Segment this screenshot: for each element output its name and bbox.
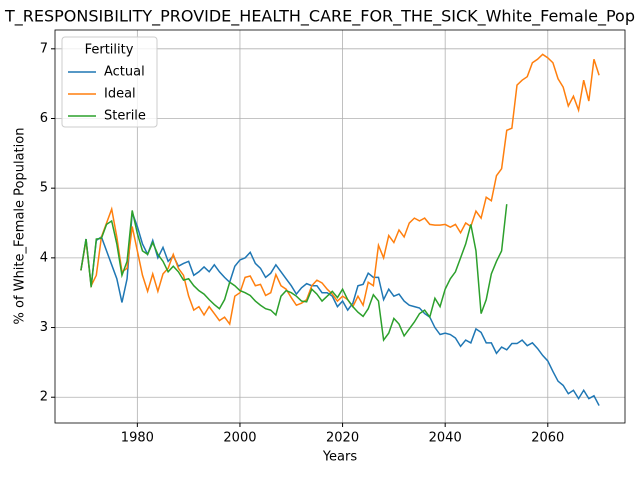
legend-label: Sterile xyxy=(104,109,146,124)
x-tick-label: 2040 xyxy=(429,431,462,446)
line-series xyxy=(80,212,600,406)
line-series xyxy=(80,204,508,343)
line-series xyxy=(80,53,600,326)
y-tick-label: 3 xyxy=(40,320,48,335)
legend-title: Fertility xyxy=(85,43,134,58)
x-tick-label: 2000 xyxy=(223,431,256,446)
y-tick-label: 6 xyxy=(40,111,48,126)
x-axis-label: Years xyxy=(322,450,358,465)
x-tick-label: 2060 xyxy=(531,431,564,446)
y-tick-label: 7 xyxy=(40,41,48,56)
legend-label: Actual xyxy=(104,65,145,80)
x-tick-label: 2020 xyxy=(326,431,359,446)
legend-box xyxy=(61,36,158,128)
chart-title: T_RESPONSIBILITY_PROVIDE_HEALTH_CARE_FOR… xyxy=(4,7,635,27)
y-tick-label: 2 xyxy=(40,390,48,405)
plot-frame xyxy=(54,29,626,424)
y-tick-label: 4 xyxy=(40,250,48,265)
y-tick-label: 5 xyxy=(40,181,48,196)
x-tick-label: 1980 xyxy=(121,431,154,446)
legend-label: Ideal xyxy=(104,87,136,102)
y-axis-label: % of White_Female Population xyxy=(13,128,28,325)
